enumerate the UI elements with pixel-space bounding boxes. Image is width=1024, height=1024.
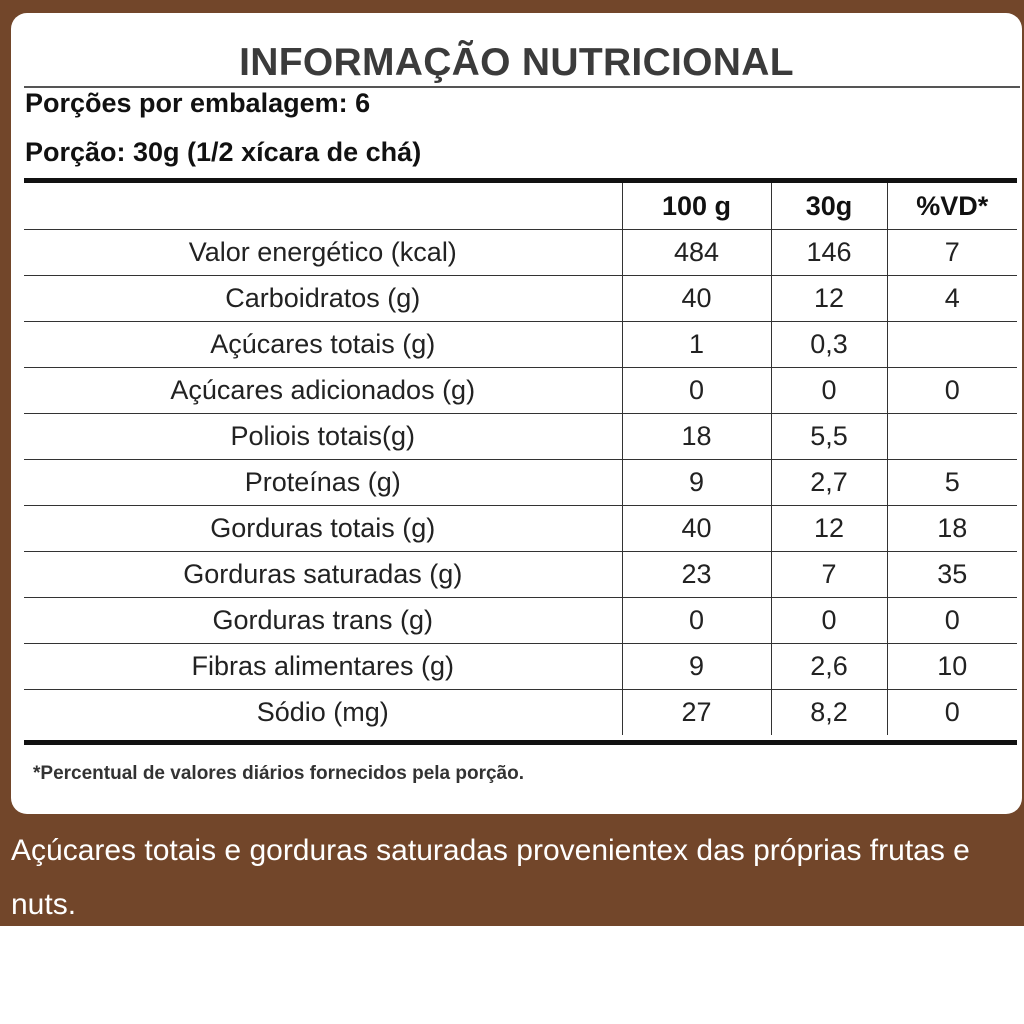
value-vd: 4	[886, 275, 1017, 322]
value-100g: 9	[621, 459, 771, 506]
value-100g: 23	[621, 551, 771, 598]
value-vd: 0	[886, 597, 1017, 644]
value-100g: 484	[621, 229, 771, 276]
nutrient-name: Açúcares totais (g)	[24, 321, 622, 368]
value-vd	[886, 413, 1017, 460]
value-vd: 10	[886, 643, 1017, 690]
value-portion: 0	[770, 597, 887, 644]
header-100g: 100 g	[621, 183, 771, 230]
nutrition-table: 100 g 30g %VD* Valor energético (kcal) 4…	[24, 183, 1017, 735]
value-100g: 40	[621, 505, 771, 552]
table-row: Gorduras trans (g) 0 0 0	[24, 597, 1017, 644]
value-portion: 2,7	[770, 459, 887, 506]
nutrient-name: Gorduras trans (g)	[24, 597, 622, 644]
value-portion: 8,2	[770, 689, 887, 735]
table-row: Carboidratos (g) 40 12 4	[24, 275, 1017, 322]
serving-size: Porção: 30g (1/2 xícara de chá)	[25, 137, 422, 167]
value-portion: 0	[770, 367, 887, 414]
table-header-row: 100 g 30g %VD*	[24, 183, 1017, 230]
table-row: Sódio (mg) 27 8,2 0	[24, 689, 1017, 735]
value-vd: 0	[886, 367, 1017, 414]
value-vd	[886, 321, 1017, 368]
table-row: Açúcares adicionados (g) 0 0 0	[24, 367, 1017, 414]
header-vd: %VD*	[886, 183, 1017, 230]
value-vd: 35	[886, 551, 1017, 598]
value-portion: 146	[770, 229, 887, 276]
nutrient-name: Carboidratos (g)	[24, 275, 622, 322]
table-row: Proteínas (g) 9 2,7 5	[24, 459, 1017, 506]
value-vd: 5	[886, 459, 1017, 506]
value-100g: 0	[621, 597, 771, 644]
nutrient-name: Gorduras saturadas (g)	[24, 551, 622, 598]
value-portion: 12	[770, 505, 887, 552]
table-row: Valor energético (kcal) 484 146 7	[24, 229, 1017, 276]
caption-text: Açúcares totais e gorduras saturadas pro…	[11, 834, 970, 921]
servings-per-package: Porções por embalagem: 6	[25, 88, 371, 118]
table-row: Açúcares totais (g) 1 0,3	[24, 321, 1017, 368]
nutrient-name: Proteínas (g)	[24, 459, 622, 506]
table-bottom-rule	[24, 740, 1017, 745]
table-row: Gorduras totais (g) 40 12 18	[24, 505, 1017, 552]
value-portion: 2,6	[770, 643, 887, 690]
nutrient-name: Poliois totais(g)	[24, 413, 622, 460]
value-100g: 40	[621, 275, 771, 322]
value-100g: 18	[621, 413, 771, 460]
nutrient-name: Açúcares adicionados (g)	[24, 367, 622, 414]
header-nutrient	[24, 183, 622, 230]
nutrition-label: INFORMAÇÃO NUTRICIONAL Porções por embal…	[11, 13, 1022, 814]
value-vd: 18	[886, 505, 1017, 552]
value-100g: 1	[621, 321, 771, 368]
nutrient-name: Sódio (mg)	[256, 697, 389, 727]
value-100g: 27	[621, 689, 771, 735]
value-portion: 5,5	[770, 413, 887, 460]
value-portion: 12	[770, 275, 887, 322]
nutrient-name: Valor energético (kcal)	[24, 229, 622, 276]
table-row: Poliois totais(g) 18 5,5	[24, 413, 1017, 460]
table-row: Fibras alimentares (g) 9 2,6 10	[24, 643, 1017, 690]
footnote: *Percentual de valores diários fornecido…	[33, 763, 525, 784]
value-100g: 9	[621, 643, 771, 690]
table-top-rule	[24, 178, 1017, 183]
header-portion: 30g	[770, 183, 887, 230]
value-vd: 0	[886, 689, 1017, 735]
nutrient-name: Fibras alimentares (g)	[24, 643, 622, 690]
value-vd: 7	[886, 229, 1017, 276]
title-divider	[24, 86, 1020, 88]
label-title: INFORMAÇÃO NUTRICIONAL	[239, 41, 794, 84]
table-row: Gorduras saturadas (g) 23 7 35	[24, 551, 1017, 598]
value-100g: 0	[621, 367, 771, 414]
value-portion: 0,3	[770, 321, 887, 368]
value-portion: 7	[770, 551, 887, 598]
nutrient-name: Gorduras totais (g)	[24, 505, 622, 552]
